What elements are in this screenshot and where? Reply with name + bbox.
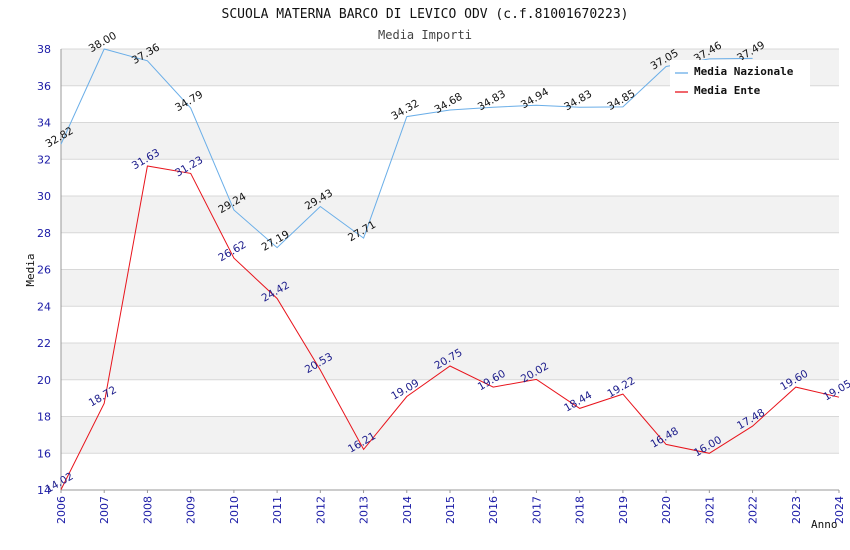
y-tick-label: 22 [37, 337, 51, 350]
x-tick-label: 2008 [141, 496, 154, 524]
y-tick-label: 18 [37, 411, 51, 424]
x-tick-label: 2012 [314, 496, 327, 524]
x-tick-label: 2024 [833, 496, 846, 524]
y-tick-label: 38 [37, 43, 51, 56]
grid-band [61, 269, 839, 307]
data-label-ente: 18.44 [562, 389, 594, 415]
data-label-nazionale: 34.83 [562, 88, 594, 113]
data-label-ente: 14.02 [43, 470, 75, 495]
x-axis-ticks: 2006 2007 2008 2009 2010 2011 2012 2013 2014 2015… [55, 490, 846, 524]
y-axis-label: Media [24, 253, 37, 286]
y-tick-label: 30 [37, 190, 51, 203]
y-axis-ticks: 14 16 18 20 22 24 26 28 30 32 34 36 38 [37, 43, 51, 497]
series-line-media-ente [60, 165, 840, 490]
data-label-nazionale: 34.94 [519, 86, 551, 112]
grid-band [61, 416, 839, 454]
x-tick-label: 2011 [271, 496, 284, 524]
y-tick-label: 28 [37, 227, 51, 240]
legend-label-media-ente: Media Ente [694, 84, 761, 97]
chart-subtitle: Media Importi [378, 28, 472, 42]
y-tick-label: 14 [37, 484, 51, 497]
x-tick-label: 2014 [401, 496, 414, 524]
x-tick-label: 2023 [790, 496, 803, 524]
series-line-media-nazionale [60, 48, 753, 249]
x-tick-label: 2020 [660, 496, 673, 524]
x-axis-label: Anno [811, 518, 838, 531]
y-tick-label: 32 [37, 153, 51, 166]
data-label-nazionale: 34.83 [476, 88, 508, 113]
y-tick-label: 36 [37, 80, 51, 93]
x-tick-label: 2009 [185, 496, 198, 524]
y-tick-label: 24 [37, 300, 51, 313]
data-label-nazionale: 34.85 [605, 88, 637, 113]
legend-box [670, 60, 810, 106]
y-tick-label: 16 [37, 447, 51, 460]
y-tick-label: 20 [37, 374, 51, 387]
data-label-nazionale: 34.32 [389, 97, 421, 122]
x-tick-label: 2007 [98, 496, 111, 524]
x-tick-label: 2015 [444, 496, 457, 524]
y-tick-label: 26 [37, 264, 51, 277]
x-tick-label: 2016 [487, 496, 500, 524]
x-tick-label: 2006 [55, 496, 68, 524]
data-label-ente: 19.05 [821, 378, 850, 403]
x-tick-label: 2010 [228, 496, 241, 524]
data-label-nazionale: 34.68 [432, 91, 464, 116]
y-tick-label: 34 [37, 117, 51, 130]
x-tick-label: 2021 [703, 496, 716, 524]
data-label-ente: 26.62 [216, 239, 248, 264]
legend-label-media-nazionale: Media Nazionale [694, 65, 794, 78]
x-tick-label: 2022 [747, 496, 760, 524]
grid-band [61, 196, 839, 233]
series-lines [60, 48, 840, 490]
data-label-nazionale: 34.79 [173, 89, 205, 114]
grid-band [61, 343, 839, 380]
grid-band [61, 122, 839, 160]
x-tick-label: 2019 [617, 496, 630, 524]
x-tick-label: 2017 [530, 496, 543, 524]
x-tick-label: 2018 [574, 496, 587, 524]
legend: Media Nazionale Media Ente [670, 60, 810, 106]
chart-title: SCUOLA MATERNA BARCO DI LEVICO ODV (c.f.… [222, 7, 629, 22]
x-tick-label: 2013 [358, 496, 371, 524]
